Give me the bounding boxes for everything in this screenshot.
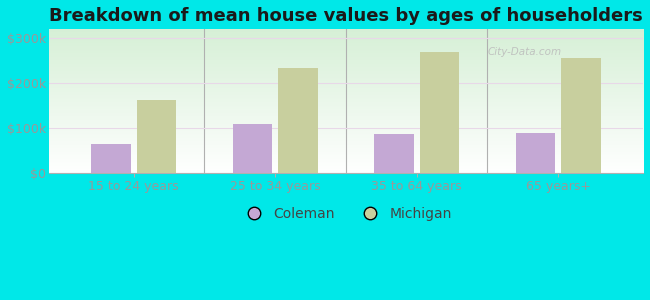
Legend: Coleman, Michigan: Coleman, Michigan: [235, 201, 457, 226]
Bar: [136, 100, 176, 173]
Title: Breakdown of mean house values by ages of householders: Breakdown of mean house values by ages o…: [49, 7, 643, 25]
Bar: [374, 134, 414, 173]
Bar: [419, 52, 459, 173]
Bar: [91, 144, 131, 173]
Bar: [561, 58, 601, 173]
Bar: [278, 68, 318, 173]
Bar: [515, 133, 555, 173]
Text: City-Data.com: City-Data.com: [487, 47, 562, 57]
Bar: [233, 124, 272, 173]
